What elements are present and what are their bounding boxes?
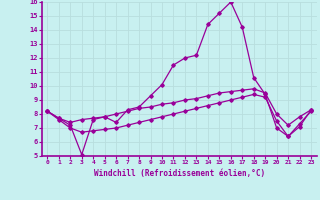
X-axis label: Windchill (Refroidissement éolien,°C): Windchill (Refroidissement éolien,°C) — [94, 169, 265, 178]
